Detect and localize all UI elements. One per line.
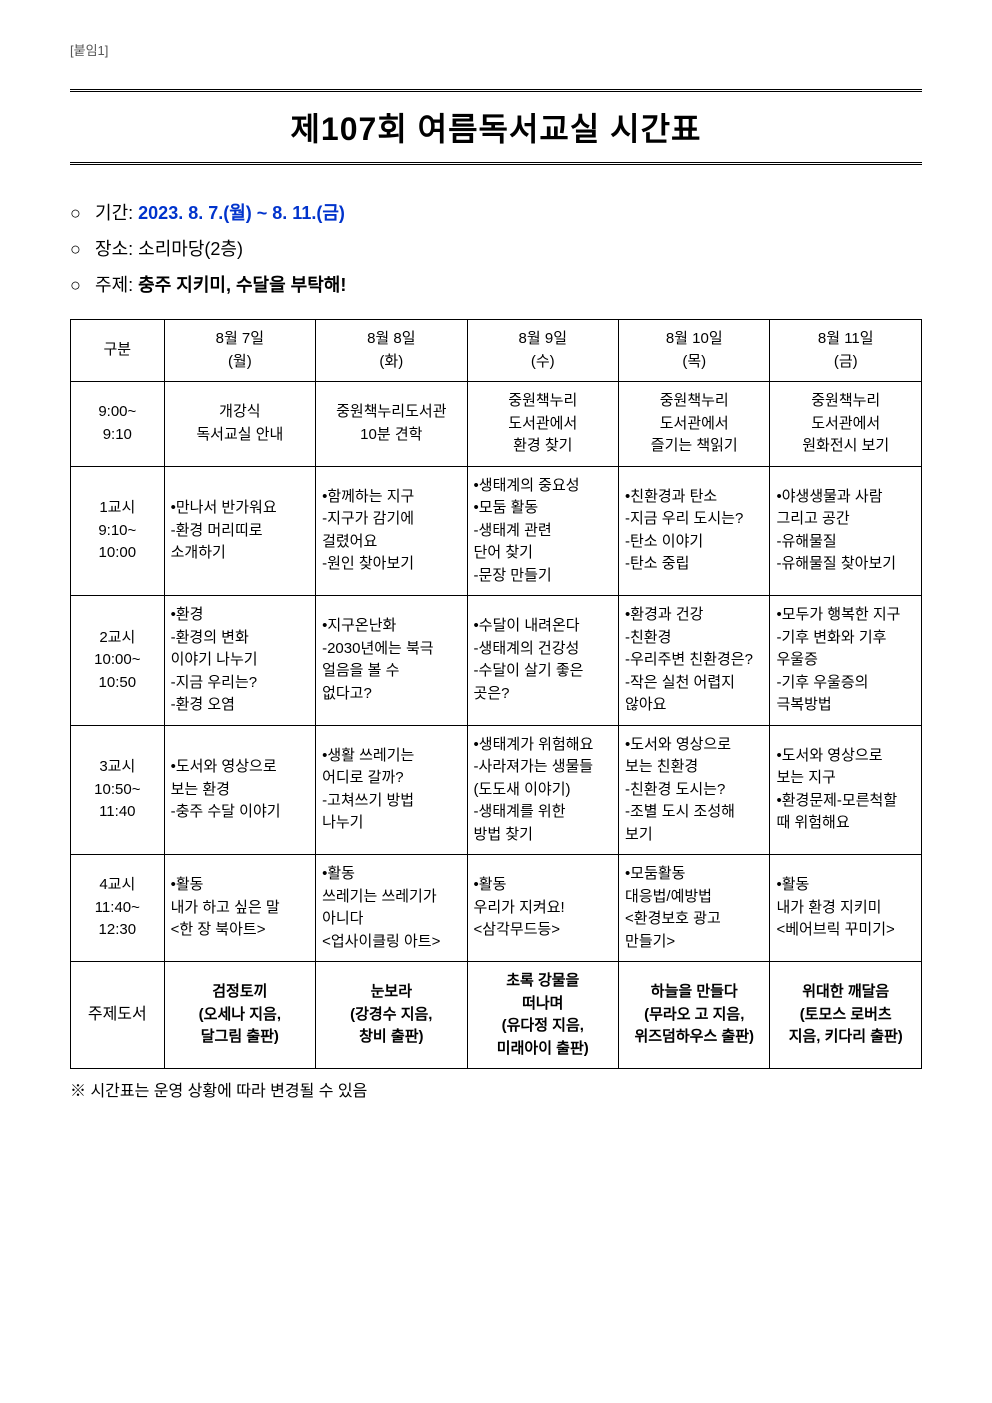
- table-cell: •활동 우리가 지켜요! <삼각무드등>: [467, 855, 618, 962]
- attachment-label: [붙임1]: [70, 40, 922, 59]
- table-cell: 중원책누리 도서관에서 환경 찾기: [467, 382, 618, 467]
- table-cell: •도서와 영상으로 보는 친환경 -친환경 도시는? -조별 도시 조성해 보기: [619, 725, 770, 855]
- table-cell: •친환경과 탄소 -지금 우리 도시는? -탄소 이야기 -탄소 중립: [619, 466, 770, 596]
- info-list: ○ 기간: 2023. 8. 7.(월) ~ 8. 11.(금) ○ 장소: 소…: [70, 195, 922, 303]
- row-label: 1교시 9:10~ 10:00: [71, 466, 165, 596]
- table-cell: •야생생물과 사람 그리고 공간 -유해물질 -유해물질 찾아보기: [770, 466, 922, 596]
- table-row: 9:00~ 9:10개강식 독서교실 안내중원책누리도서관 10분 견학중원책누…: [71, 382, 922, 467]
- book-cell: 하늘을 만들다 (무라오 고 지음, 위즈덤하우스 출판): [619, 962, 770, 1069]
- table-cell: •환경 -환경의 변화 이야기 나누기 -지금 우리는? -환경 오염: [164, 596, 315, 726]
- row-label: 3교시 10:50~ 11:40: [71, 725, 165, 855]
- theme-label: 주제:: [95, 275, 133, 295]
- table-row: 4교시 11:40~ 12:30•활동 내가 하고 싶은 말 <한 장 북아트>…: [71, 855, 922, 962]
- table-cell: •도서와 영상으로 보는 지구 •환경문제-모른척할 때 위험해요: [770, 725, 922, 855]
- col-day5: 8월 11일 (금): [770, 320, 922, 382]
- row-label: 2교시 10:00~ 10:50: [71, 596, 165, 726]
- info-place: ○ 장소: 소리마당(2층): [70, 231, 922, 267]
- table-cell: •함께하는 지구 -지구가 감기에 걸렸어요 -원인 찾아보기: [316, 466, 467, 596]
- bullet-icon: ○: [70, 267, 90, 303]
- table-cell: •생태계가 위험해요 -사라져가는 생물들 (도도새 이야기) -생태계를 위한…: [467, 725, 618, 855]
- place-label: 장소:: [95, 239, 133, 259]
- bullet-icon: ○: [70, 231, 90, 267]
- book-cell: 초록 강물을 떠나며 (유다정 지음, 미래아이 출판): [467, 962, 618, 1069]
- book-cell: 검정토끼 (오세나 지음, 달그림 출판): [164, 962, 315, 1069]
- col-day1: 8월 7일 (월): [164, 320, 315, 382]
- title-container: 제107회 여름독서교실 시간표: [70, 89, 922, 165]
- row-label: 4교시 11:40~ 12:30: [71, 855, 165, 962]
- book-row: 주제도서검정토끼 (오세나 지음, 달그림 출판)눈보라 (강경수 지음, 창비…: [71, 962, 922, 1069]
- place-value: 소리마당(2층): [138, 239, 243, 259]
- table-cell: •지구온난화 -2030년에는 북극 얼음을 볼 수 없다고?: [316, 596, 467, 726]
- table-cell: •활동 내가 하고 싶은 말 <한 장 북아트>: [164, 855, 315, 962]
- table-cell: •만나서 반가워요 -환경 머리띠로 소개하기: [164, 466, 315, 596]
- page-title: 제107회 여름독서교실 시간표: [70, 104, 922, 150]
- book-cell: 위대한 깨달음 (토모스 로버츠 지음, 키다리 출판): [770, 962, 922, 1069]
- table-cell: 중원책누리도서관 10분 견학: [316, 382, 467, 467]
- table-cell: •생태계의 중요성 •모둠 활동 -생태계 관련 단어 찾기 -문장 만들기: [467, 466, 618, 596]
- table-cell: •모둠활동 대응법/예방법 <환경보호 광고 만들기>: [619, 855, 770, 962]
- table-cell: •활동 내가 환경 지키미 <베어브릭 꾸미기>: [770, 855, 922, 962]
- footnote: ※ 시간표는 운영 상황에 따라 변경될 수 있음: [70, 1077, 922, 1101]
- col-day4: 8월 10일 (목): [619, 320, 770, 382]
- period-label: 기간:: [95, 203, 133, 223]
- table-cell: 중원책누리 도서관에서 원화전시 보기: [770, 382, 922, 467]
- period-value: 2023. 8. 7.(월) ~ 8. 11.(금): [138, 203, 345, 223]
- table-cell: •생활 쓰레기는 어디로 갈까? -고쳐쓰기 방법 나누기: [316, 725, 467, 855]
- col-day2: 8월 8일 (화): [316, 320, 467, 382]
- table-row: 1교시 9:10~ 10:00•만나서 반가워요 -환경 머리띠로 소개하기•함…: [71, 466, 922, 596]
- info-period: ○ 기간: 2023. 8. 7.(월) ~ 8. 11.(금): [70, 195, 922, 231]
- table-cell: •환경과 건강 -친환경 -우리주변 친환경은? -작은 실천 어렵지 않아요: [619, 596, 770, 726]
- col-day3: 8월 9일 (수): [467, 320, 618, 382]
- book-cell: 눈보라 (강경수 지음, 창비 출판): [316, 962, 467, 1069]
- info-theme: ○ 주제: 충주 지키미, 수달을 부탁해!: [70, 267, 922, 303]
- schedule-table: 구분 8월 7일 (월) 8월 8일 (화) 8월 9일 (수) 8월 10일 …: [70, 319, 922, 1069]
- table-cell: •도서와 영상으로 보는 환경 -충주 수달 이야기: [164, 725, 315, 855]
- table-cell: •활동 쓰레기는 쓰레기가 아니다 <업사이클링 아트>: [316, 855, 467, 962]
- col-gubun: 구분: [71, 320, 165, 382]
- book-row-label: 주제도서: [71, 962, 165, 1069]
- row-label: 9:00~ 9:10: [71, 382, 165, 467]
- table-cell: •수달이 내려온다 -생태계의 건강성 -수달이 살기 좋은 곳은?: [467, 596, 618, 726]
- bullet-icon: ○: [70, 195, 90, 231]
- table-header-row: 구분 8월 7일 (월) 8월 8일 (화) 8월 9일 (수) 8월 10일 …: [71, 320, 922, 382]
- table-cell: 중원책누리 도서관에서 즐기는 책읽기: [619, 382, 770, 467]
- table-cell: •모두가 행복한 지구 -기후 변화와 기후 우울증 -기후 우울증의 극복방법: [770, 596, 922, 726]
- table-row: 2교시 10:00~ 10:50•환경 -환경의 변화 이야기 나누기 -지금 …: [71, 596, 922, 726]
- table-cell: 개강식 독서교실 안내: [164, 382, 315, 467]
- theme-value: 충주 지키미, 수달을 부탁해!: [138, 275, 346, 295]
- table-row: 3교시 10:50~ 11:40•도서와 영상으로 보는 환경 -충주 수달 이…: [71, 725, 922, 855]
